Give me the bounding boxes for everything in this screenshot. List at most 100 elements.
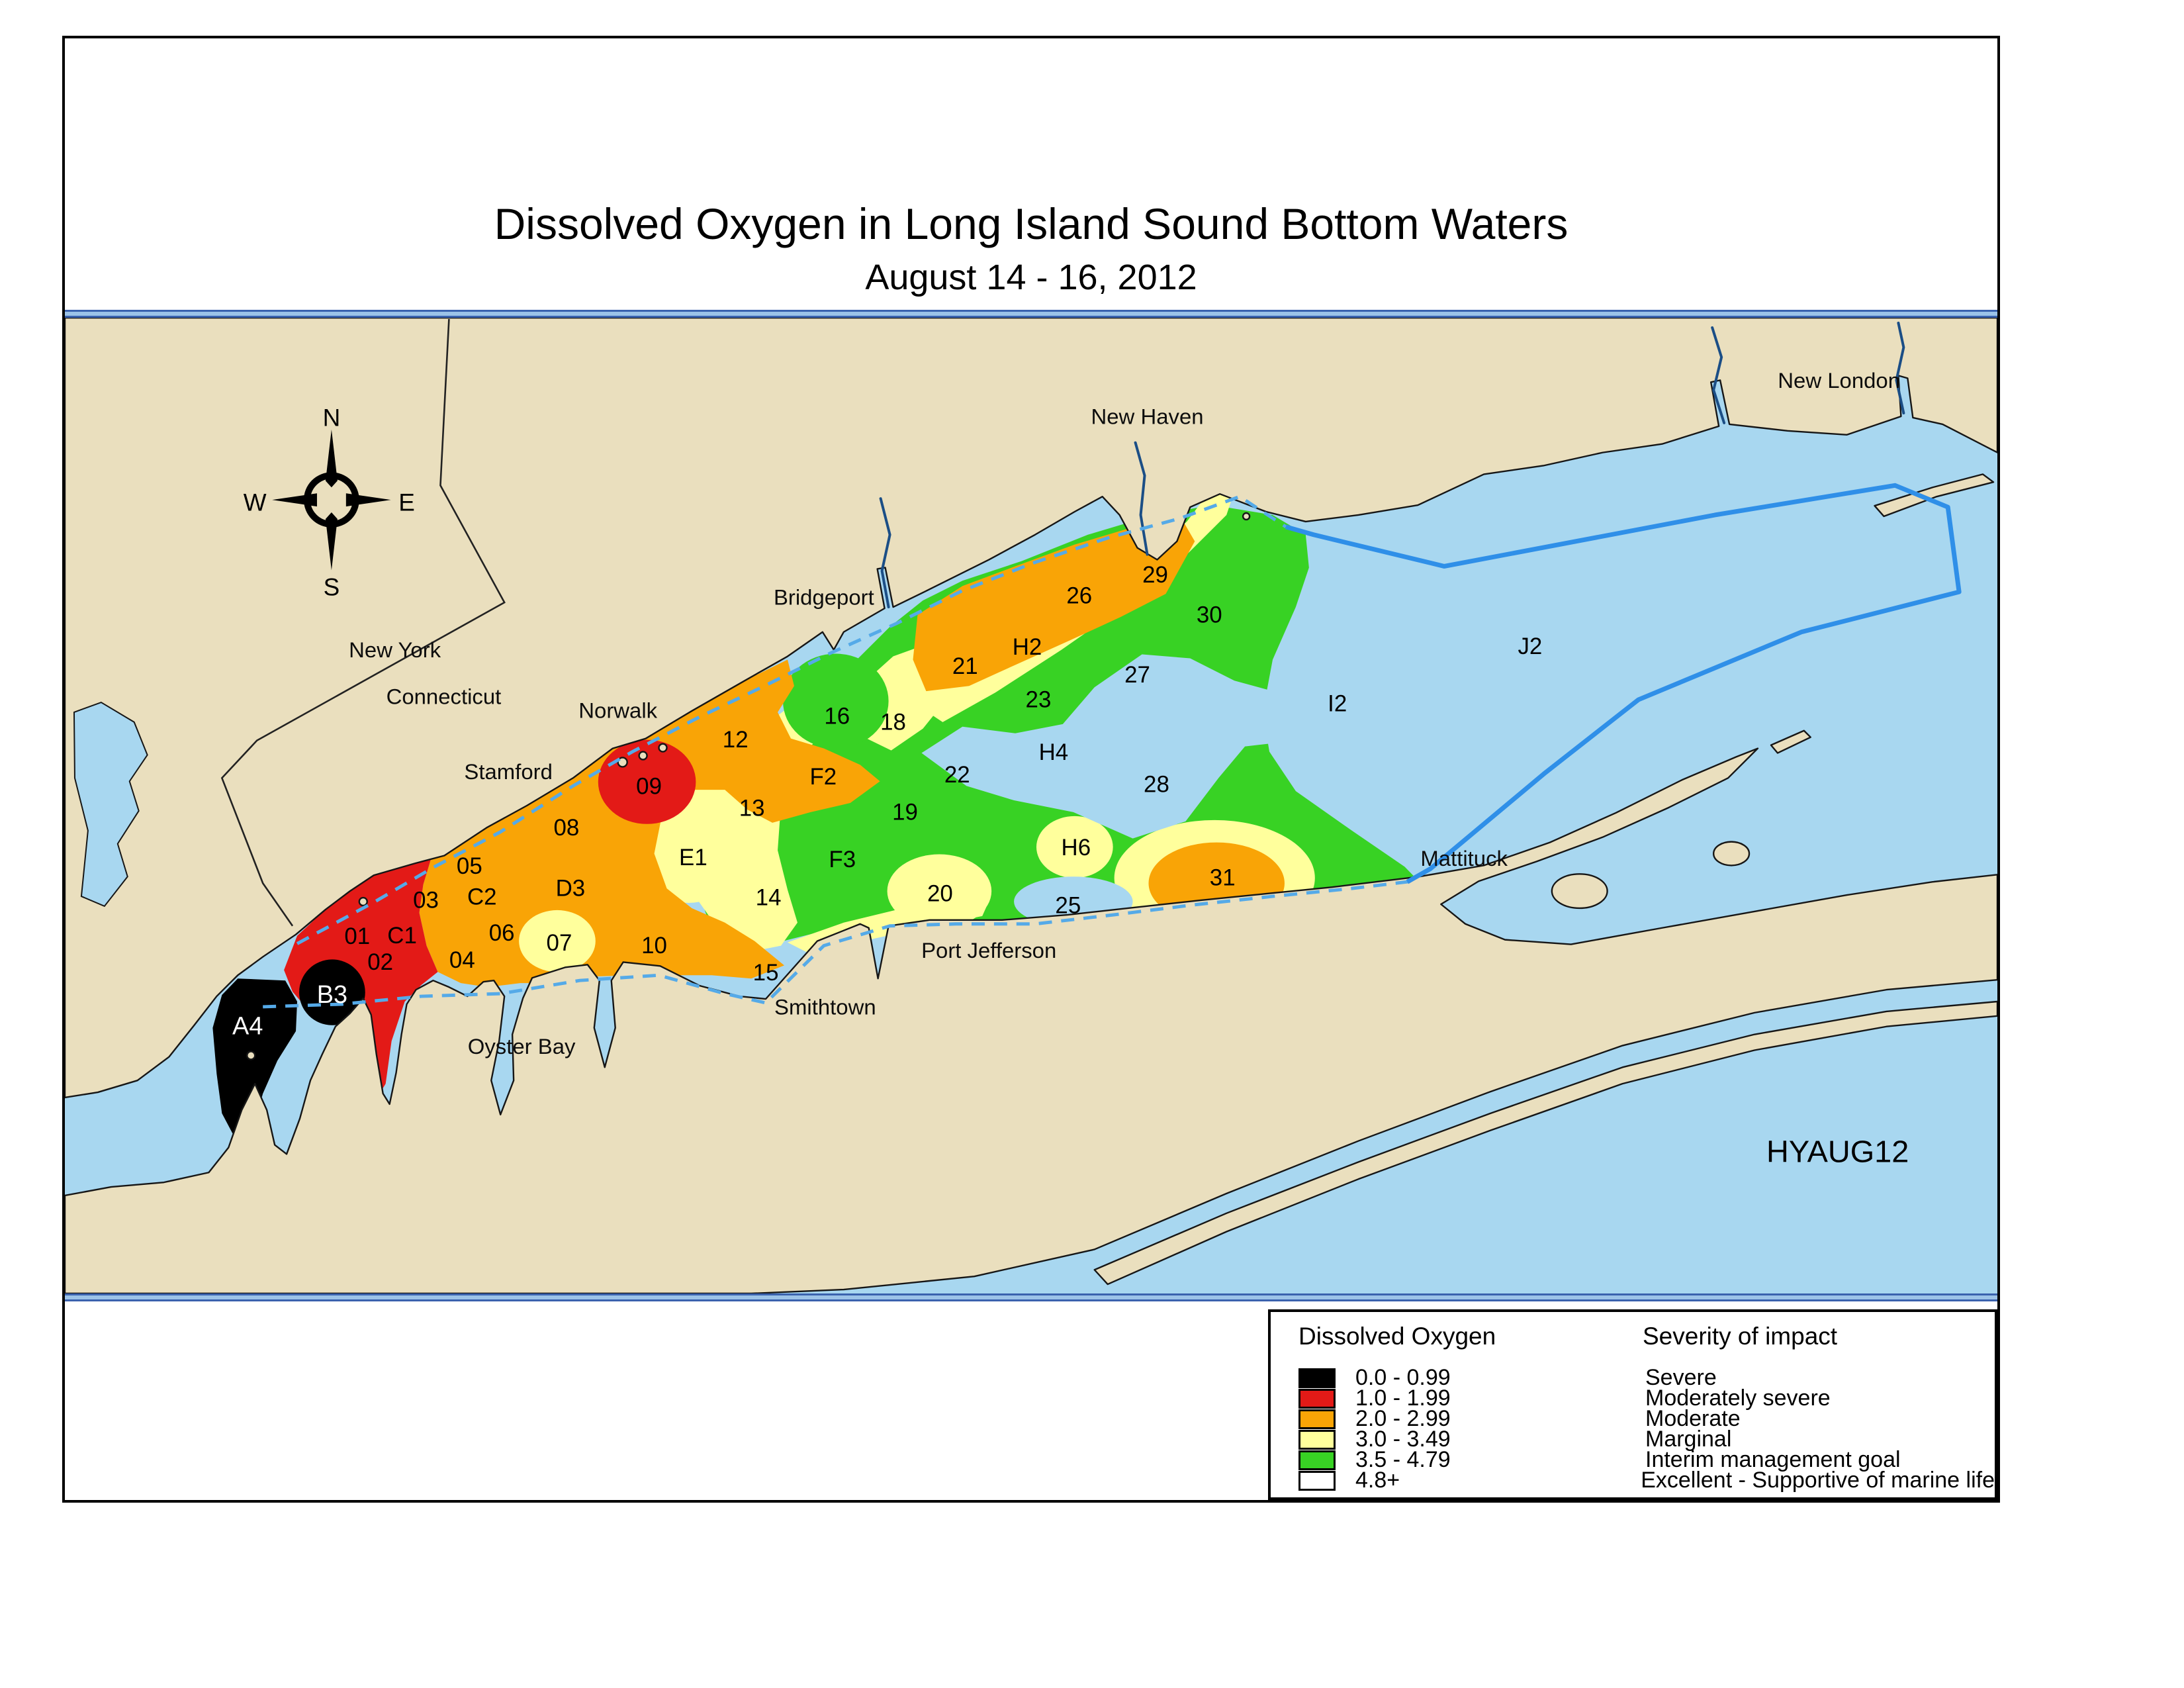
study-boundary-east xyxy=(1285,483,1962,884)
legend-swatch-zone_yellow xyxy=(1298,1429,1336,1450)
land-barrier-island xyxy=(1093,1000,1997,1286)
compass-letter-s: S xyxy=(324,574,340,601)
land-mainland xyxy=(65,318,1997,1099)
city-label-stamford: Stamford xyxy=(464,759,552,784)
station-label-26: 26 xyxy=(1066,583,1092,609)
legend-rows: 0.0 - 0.99 Severe 1.0 - 1.99 Moderately sev… xyxy=(1271,1365,1995,1493)
station-label-22: 22 xyxy=(944,762,970,788)
island-west-bay xyxy=(246,1051,256,1060)
river-thames xyxy=(1895,321,1905,415)
river-quinnipiac xyxy=(1134,441,1149,556)
station-label-c2: C2 xyxy=(467,884,497,910)
island-norwalk-2 xyxy=(638,751,648,761)
station-label-29: 29 xyxy=(1142,562,1168,588)
zone-yellow-07 xyxy=(519,910,596,972)
station-label-a4: A4 xyxy=(232,1013,263,1041)
city-label-new-london: New London xyxy=(1778,368,1900,393)
legend-severity-label: Moderately severe xyxy=(1645,1385,1831,1411)
station-label-09: 09 xyxy=(636,774,662,800)
legend-range-label: 2.0 - 2.99 xyxy=(1355,1406,1451,1431)
compass-letter-w: W xyxy=(244,489,267,516)
city-labels: New York Connecticut New Haven New London Br… xyxy=(349,368,1900,1058)
legend: Dissolved Oxygen Severity of impact 0.0 … xyxy=(1268,1309,1997,1500)
station-label-10: 10 xyxy=(641,933,667,959)
zone-black-b3 xyxy=(299,959,365,1025)
station-label-06: 06 xyxy=(489,920,515,946)
city-label-port-jefferson: Port Jefferson xyxy=(921,938,1056,962)
station-label-e1: E1 xyxy=(679,845,707,870)
island-fishers xyxy=(1874,473,1995,518)
compass-letter-n: N xyxy=(323,404,341,432)
legend-row-3.5-4.79: 3.5 - 4.79 Interim management goal xyxy=(1271,1447,1995,1472)
city-label-mattituck: Mattituck xyxy=(1420,846,1508,870)
island-thimble xyxy=(1242,512,1251,521)
station-label-13: 13 xyxy=(739,796,765,821)
legend-range-label: 3.5 - 4.79 xyxy=(1355,1447,1451,1472)
island-shelter xyxy=(1551,873,1608,910)
legend-swatch-zone_white xyxy=(1298,1470,1336,1491)
city-label-oyster-bay: Oyster Bay xyxy=(468,1034,576,1058)
station-label-h2: H2 xyxy=(1013,634,1042,660)
station-label-12: 12 xyxy=(723,727,749,753)
map-top-border-line xyxy=(65,310,1997,318)
map-bottom-border-line xyxy=(65,1293,1997,1301)
station-label-25: 25 xyxy=(1055,893,1081,919)
station-label-j2: J2 xyxy=(1518,633,1542,659)
study-boundary-ct-shore xyxy=(296,494,1287,945)
zone-yellow-e1 xyxy=(637,798,741,904)
map-title: Dissolved Oxygen in Long Island Sound Bo… xyxy=(494,199,1569,248)
legend-row-0.0-0.99: 0.0 - 0.99 Severe xyxy=(1271,1365,1995,1390)
station-label-20: 20 xyxy=(927,881,953,907)
river-hudson xyxy=(73,701,148,908)
legend-severity-label: Moderate xyxy=(1645,1406,1741,1431)
zone-orange-ne-band xyxy=(913,516,1195,692)
station-label-h6: H6 xyxy=(1062,835,1091,861)
station-label-01: 01 xyxy=(344,923,370,949)
legend-severity-label: Excellent - Supportive of marine life xyxy=(1641,1468,1995,1493)
zone-yellow-20 xyxy=(887,854,992,928)
station-label-08: 08 xyxy=(554,815,580,841)
station-label-31: 31 xyxy=(1210,865,1236,891)
legend-range-label: 4.8+ xyxy=(1355,1468,1400,1493)
city-label-new-haven: New Haven xyxy=(1091,404,1204,429)
legend-range-label: 0.0 - 0.99 xyxy=(1355,1365,1451,1390)
legend-severity-label: Severe xyxy=(1645,1365,1717,1390)
station-label-14: 14 xyxy=(756,885,782,911)
station-label-30: 30 xyxy=(1197,602,1222,628)
station-label-07: 07 xyxy=(547,930,572,956)
legend-title-impact: Severity of impact xyxy=(1643,1323,1838,1350)
station-label-16: 16 xyxy=(824,703,850,729)
zone-green-16 xyxy=(783,653,889,749)
legend-title-do: Dissolved Oxygen xyxy=(1298,1323,1496,1350)
city-label-bridgeport: Bridgeport xyxy=(774,585,874,610)
legend-swatch-zone_red xyxy=(1298,1388,1336,1409)
city-label-connecticut: Connecticut xyxy=(387,684,502,709)
legend-range-label: 3.0 - 3.49 xyxy=(1355,1427,1451,1452)
island-captain xyxy=(358,896,368,907)
legend-row-2.0-2.99: 2.0 - 2.99 Moderate xyxy=(1271,1406,1995,1431)
map-subtitle-date: August 14 - 16, 2012 xyxy=(865,258,1197,297)
station-label-04: 04 xyxy=(449,947,475,973)
station-label-19: 19 xyxy=(892,799,918,825)
study-boundary-li-shore xyxy=(263,878,1418,1009)
station-label-18: 18 xyxy=(880,709,906,735)
map-canvas: N S W E New York Connecticut New Haven New Lon… xyxy=(65,318,1997,1293)
station-label-23: 23 xyxy=(1026,687,1052,713)
zone-black-a4 xyxy=(212,978,298,1139)
legend-swatch-zone_black xyxy=(1298,1368,1336,1388)
station-label-02: 02 xyxy=(367,949,393,975)
station-label-27: 27 xyxy=(1124,662,1150,688)
city-label-norwalk: Norwalk xyxy=(578,698,657,723)
city-label-new-york: New York xyxy=(349,637,441,662)
island-gardiners xyxy=(1712,841,1751,867)
station-label-15: 15 xyxy=(753,960,779,986)
station-label-f3: F3 xyxy=(829,847,856,872)
legend-swatch-zone_orange xyxy=(1298,1409,1336,1429)
legend-severity-label: Marginal xyxy=(1645,1427,1732,1452)
compass-ring xyxy=(304,472,359,528)
island-norwalk-3 xyxy=(658,743,668,753)
zone-yellow-h6 xyxy=(1036,816,1113,878)
island-plum xyxy=(1770,729,1811,754)
